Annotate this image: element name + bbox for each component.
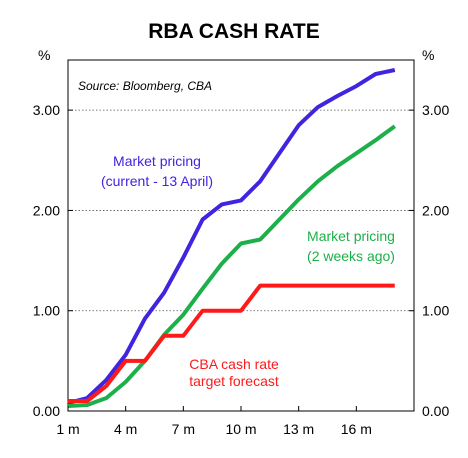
grid-layer — [68, 109, 414, 312]
x-tick-label-5: 16 m — [341, 421, 372, 437]
source-note: Source: Bloomberg, CBA — [78, 79, 212, 93]
tick-layer: 0.00 0.00 1.00 1.00 2.00 2.00 3.00 3.00 1 m 4 m 7 … — [33, 102, 450, 437]
annotation-two-weeks-line1: Market pricing — [307, 228, 395, 244]
chart-title: RBA CASH RATE — [148, 20, 320, 43]
x-tick-label-0: 1 m — [56, 421, 79, 437]
left-axis-unit: % — [38, 47, 50, 63]
y-tick-label-left-0: 0.00 — [33, 403, 60, 419]
annotation-two-weeks-line2: (2 weeks ago) — [307, 248, 395, 264]
y-tick-label-right-0: 0.00 — [422, 403, 449, 419]
annotation-cba-line1: CBA cash rate — [189, 356, 279, 372]
series-line-2 — [68, 283, 395, 403]
annotation-current-line1: Market pricing — [113, 153, 201, 169]
annotation-current-line2: (current - 13 April) — [101, 173, 213, 189]
series-layer — [67, 68, 396, 408]
x-tick-label-4: 13 m — [283, 421, 314, 437]
x-tick-label-2: 7 m — [172, 421, 195, 437]
annotation-cba-line2: target forecast — [189, 373, 279, 389]
series-line-1 — [67, 124, 396, 408]
series-line-0 — [67, 68, 396, 405]
x-tick-label-1: 4 m — [114, 421, 137, 437]
y-tick-label-right-1: 1.00 — [422, 303, 449, 319]
y-tick-label-right-2: 2.00 — [422, 202, 449, 218]
x-tick-label-3: 10 m — [225, 421, 256, 437]
y-tick-label-right-3: 3.00 — [422, 102, 449, 118]
right-axis-unit: % — [422, 47, 434, 63]
y-tick-label-left-1: 1.00 — [33, 303, 60, 319]
y-tick-label-left-2: 2.00 — [33, 202, 60, 218]
y-tick-label-left-3: 3.00 — [33, 102, 60, 118]
